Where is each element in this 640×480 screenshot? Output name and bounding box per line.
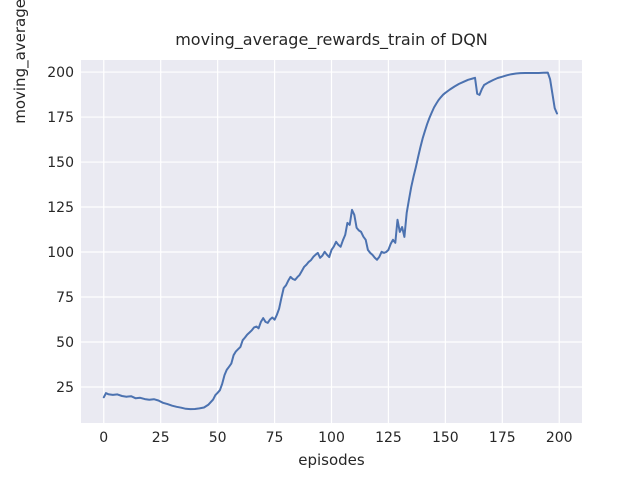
data-line — [102, 71, 558, 411]
y-tick-label: 125 — [47, 200, 74, 216]
x-tick-label: 125 — [375, 430, 402, 446]
x-tick-label: 0 — [99, 430, 108, 446]
y-tick-label: 200 — [47, 65, 74, 81]
gridlines — [81, 60, 582, 423]
y-tick-label: 100 — [47, 245, 74, 261]
tick-labels: 0 25 50 75 100 125 150 175 200 25 50 75 100 125 150 175… — [47, 65, 572, 446]
chart-title: moving_average_rewards_train of DQN — [175, 30, 488, 49]
x-tick-label: 150 — [432, 430, 459, 446]
x-tick-label: 25 — [152, 430, 170, 446]
y-tick-label: 50 — [56, 335, 74, 351]
x-tick-label: 200 — [546, 430, 573, 446]
x-tick-label: 175 — [489, 430, 516, 446]
x-axis-label: episodes — [298, 451, 365, 469]
y-tick-label: 75 — [56, 290, 74, 306]
y-tick-label: 175 — [47, 110, 74, 126]
y-axis-label: moving_average_rewards_train — [11, 0, 29, 124]
x-tick-label: 100 — [318, 430, 345, 446]
y-tick-label: 150 — [47, 155, 74, 171]
x-tick-label: 50 — [209, 430, 227, 446]
x-tick-label: 75 — [266, 430, 284, 446]
y-tick-label: 25 — [56, 380, 74, 396]
